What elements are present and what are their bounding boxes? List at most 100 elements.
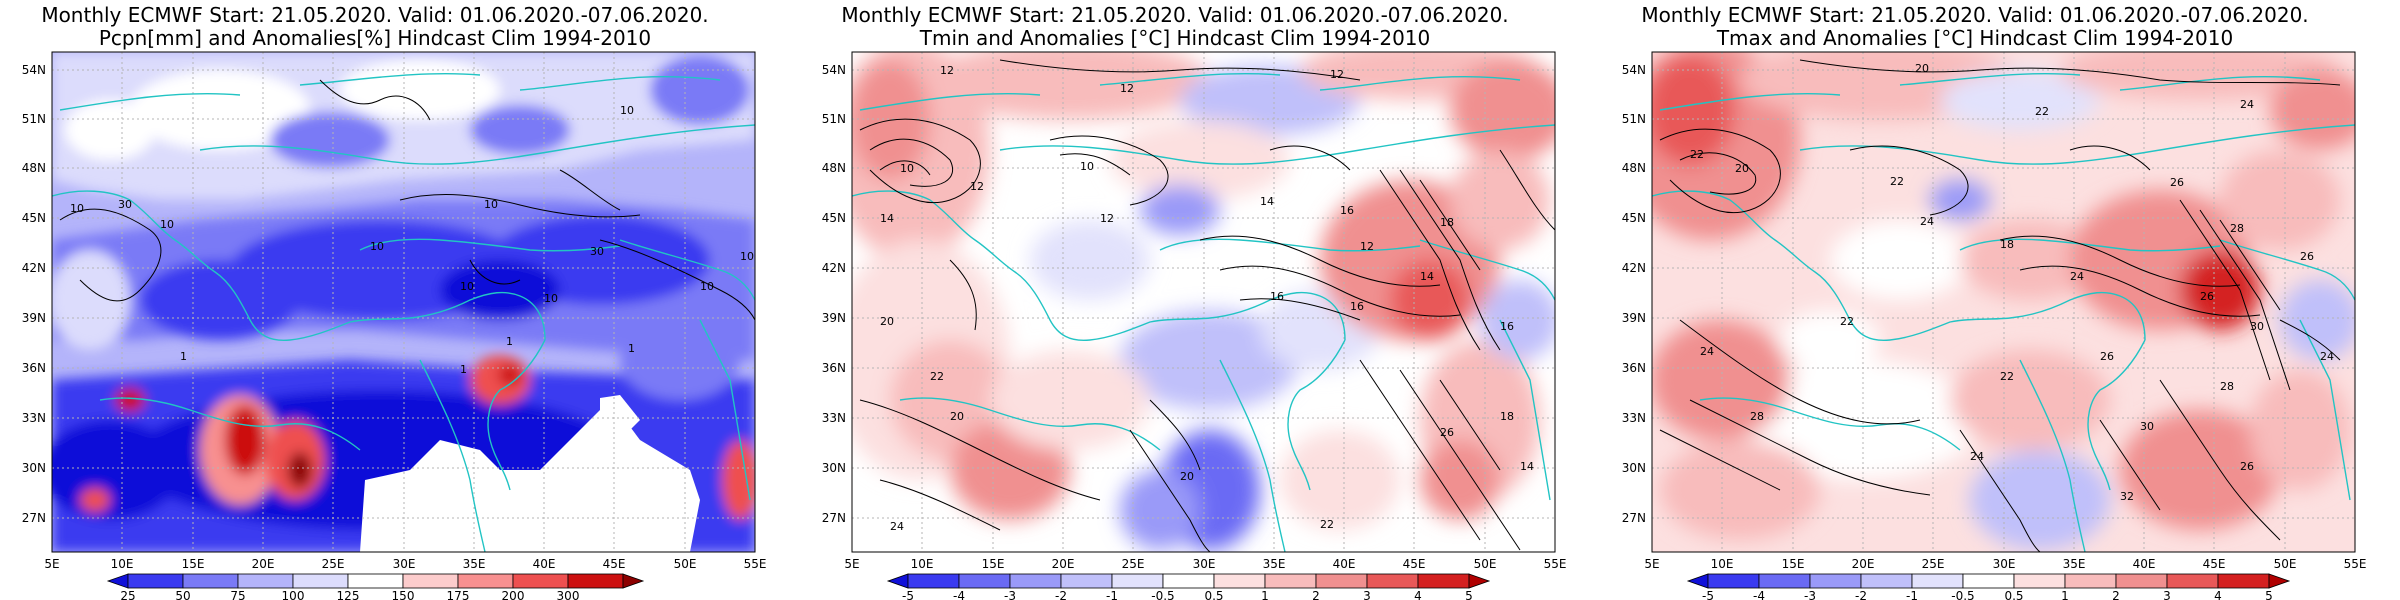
panel-title-line1: Monthly ECMWF Start: 21.05.2020. Valid: …: [41, 3, 708, 27]
lon-tick: 40E: [2133, 557, 2156, 571]
contour-label: 26: [2200, 290, 2214, 303]
contour-label: 22: [2035, 105, 2049, 118]
colorbar-swatch: [1962, 573, 2015, 589]
longitude-ticks: 5E 10E 15E 20E 25E 30E 35E 40E 45E 50E 5…: [1644, 557, 2366, 571]
lon-tick: 40E: [1333, 557, 1356, 571]
colorbar-swatch: [2064, 573, 2117, 589]
lat-tick: 30N: [1622, 461, 1646, 475]
lat-tick: 51N: [822, 112, 846, 126]
contour-label: 14: [1260, 195, 1274, 208]
colorbar-label: -5: [1702, 589, 1714, 600]
map-frame: [51, 51, 756, 553]
lat-tick: 42N: [1622, 261, 1646, 275]
colorbar-swatch: [1366, 573, 1419, 589]
contour-label: 28: [2220, 380, 2234, 393]
lon-tick: 5E: [844, 557, 859, 571]
colorbar-label: 2: [1312, 589, 1320, 600]
colorbar-swatch: [127, 573, 184, 589]
contour-label: 12: [970, 180, 984, 193]
contour-label: 10: [70, 202, 84, 215]
lat-tick: 36N: [822, 361, 846, 375]
lon-tick: 50E: [1474, 557, 1497, 571]
contour-label: 10: [544, 292, 558, 305]
contour-label: 22: [930, 370, 944, 383]
contour-label: 24: [2240, 98, 2254, 111]
colorbar-swatch: [2268, 573, 2291, 589]
contour-label: 26: [2100, 350, 2114, 363]
lat-tick: 33N: [1622, 411, 1646, 425]
lon-tick: 55E: [1544, 557, 1567, 571]
contour-label: 18: [1440, 216, 1454, 229]
contour-label: 30: [2140, 420, 2154, 433]
colorbar-label: -3: [1804, 589, 1816, 600]
colorbar-label: 175: [447, 589, 470, 600]
colorbar-swatch: [1686, 573, 1709, 589]
lat-tick: 54N: [1622, 63, 1646, 77]
coastlines: [1652, 72, 2355, 552]
contour-label: 1: [180, 350, 187, 363]
lat-tick: 33N: [822, 411, 846, 425]
contour-lines: [859, 59, 1555, 552]
colorbar-swatch: [2115, 573, 2168, 589]
tmin-map-svg: Monthly ECMWF Start: 21.05.2020. Valid: …: [822, 3, 1567, 600]
lon-tick: 45E: [603, 557, 626, 571]
colorbar-label: -0.5: [1951, 589, 1974, 600]
lat-tick: 27N: [822, 511, 846, 525]
colorbar: -5 -4 -3 -2 -1 -0.5 0.5 1 2 3 4 5: [886, 573, 1491, 600]
map-panel-precipitation: Monthly ECMWF Start: 21.05.2020. Valid: …: [0, 0, 780, 600]
colorbar-swatch: [1162, 573, 1215, 589]
contour-label: 14: [880, 212, 894, 225]
colorbar-swatch: [402, 573, 459, 589]
colorbar-swatch: [886, 573, 909, 589]
lon-tick: 20E: [1052, 557, 1075, 571]
lat-tick: 45N: [822, 211, 846, 225]
latitude-ticks: 54N 51N 48N 45N 42N 39N 36N 33N 30N 27N: [822, 63, 846, 525]
colorbar: 25 50 75 100 125 150 175 200 300: [106, 573, 645, 600]
colorbar-label: 4: [2214, 589, 2222, 600]
colorbar-label: 0.5: [1204, 589, 1223, 600]
lat-tick: 48N: [22, 161, 46, 175]
colorbar-label: -0.5: [1151, 589, 1174, 600]
colorbar-swatch: [1417, 573, 1470, 589]
lat-tick: 27N: [22, 511, 46, 525]
colorbar-swatch: [1809, 573, 1862, 589]
lat-tick: 54N: [22, 63, 46, 77]
contour-label: 12: [1360, 240, 1374, 253]
colorbar: -5 -4 -3 -2 -1 -0.5 0.5 1 2 3 4 5: [1686, 573, 2291, 600]
lon-tick: 45E: [1403, 557, 1426, 571]
colorbar-swatch: [237, 573, 294, 589]
colorbar-label: -3: [1004, 589, 1016, 600]
lon-tick: 35E: [1263, 557, 1286, 571]
contour-label: 10: [700, 280, 714, 293]
panel-title-line1: Monthly ECMWF Start: 21.05.2020. Valid: …: [841, 3, 1508, 27]
lon-tick: 5E: [1644, 557, 1659, 571]
lon-tick: 30E: [1993, 557, 2016, 571]
lon-tick: 40E: [533, 557, 556, 571]
colorbar-label: -1: [1106, 589, 1118, 600]
lat-tick: 45N: [22, 211, 46, 225]
map-field: [852, 52, 1555, 552]
contour-label: 1: [460, 363, 467, 376]
map-panel-tmax: Monthly ECMWF Start: 21.05.2020. Valid: …: [1600, 0, 2380, 600]
contour-label: 22: [1320, 518, 1334, 531]
contour-label: 28: [1750, 410, 1764, 423]
contour-label: 10: [160, 218, 174, 231]
colorbar-label: 4: [1414, 589, 1422, 600]
colorbar-label: 75: [230, 589, 245, 600]
contour-label: 20: [1915, 62, 1929, 75]
lon-tick: 15E: [182, 557, 205, 571]
colorbar-swatch: [1213, 573, 1266, 589]
lon-tick: 15E: [1782, 557, 1805, 571]
contour-label: 16: [1350, 300, 1364, 313]
lon-tick: 50E: [2274, 557, 2297, 571]
colorbar-swatch: [907, 573, 960, 589]
panel-title-line1: Monthly ECMWF Start: 21.05.2020. Valid: …: [1641, 3, 2308, 27]
contour-label: 1: [506, 335, 513, 348]
panel-title-line2: Pcpn[mm] and Anomalies[%] Hindcast Clim …: [99, 26, 651, 50]
colorbar-swatch: [622, 573, 645, 589]
colorbar-label: 25: [120, 589, 135, 600]
colorbar-swatch: [2013, 573, 2066, 589]
contour-label: 18: [1500, 410, 1514, 423]
precipitation-map-svg: Monthly ECMWF Start: 21.05.2020. Valid: …: [22, 3, 767, 600]
